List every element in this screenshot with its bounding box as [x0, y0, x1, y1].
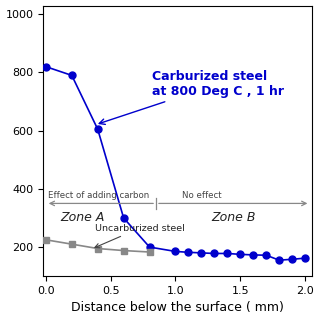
Text: Uncarburized steel: Uncarburized steel — [95, 223, 185, 248]
Text: No effect: No effect — [182, 191, 221, 200]
Text: Zone A: Zone A — [60, 211, 104, 224]
Text: Zone B: Zone B — [212, 211, 256, 224]
Text: Effect of adding carbon: Effect of adding carbon — [48, 191, 150, 200]
X-axis label: Distance below the surface ( mm): Distance below the surface ( mm) — [71, 301, 284, 315]
Text: Carburized steel
at 800 Deg C , 1 hr: Carburized steel at 800 Deg C , 1 hr — [99, 70, 284, 124]
